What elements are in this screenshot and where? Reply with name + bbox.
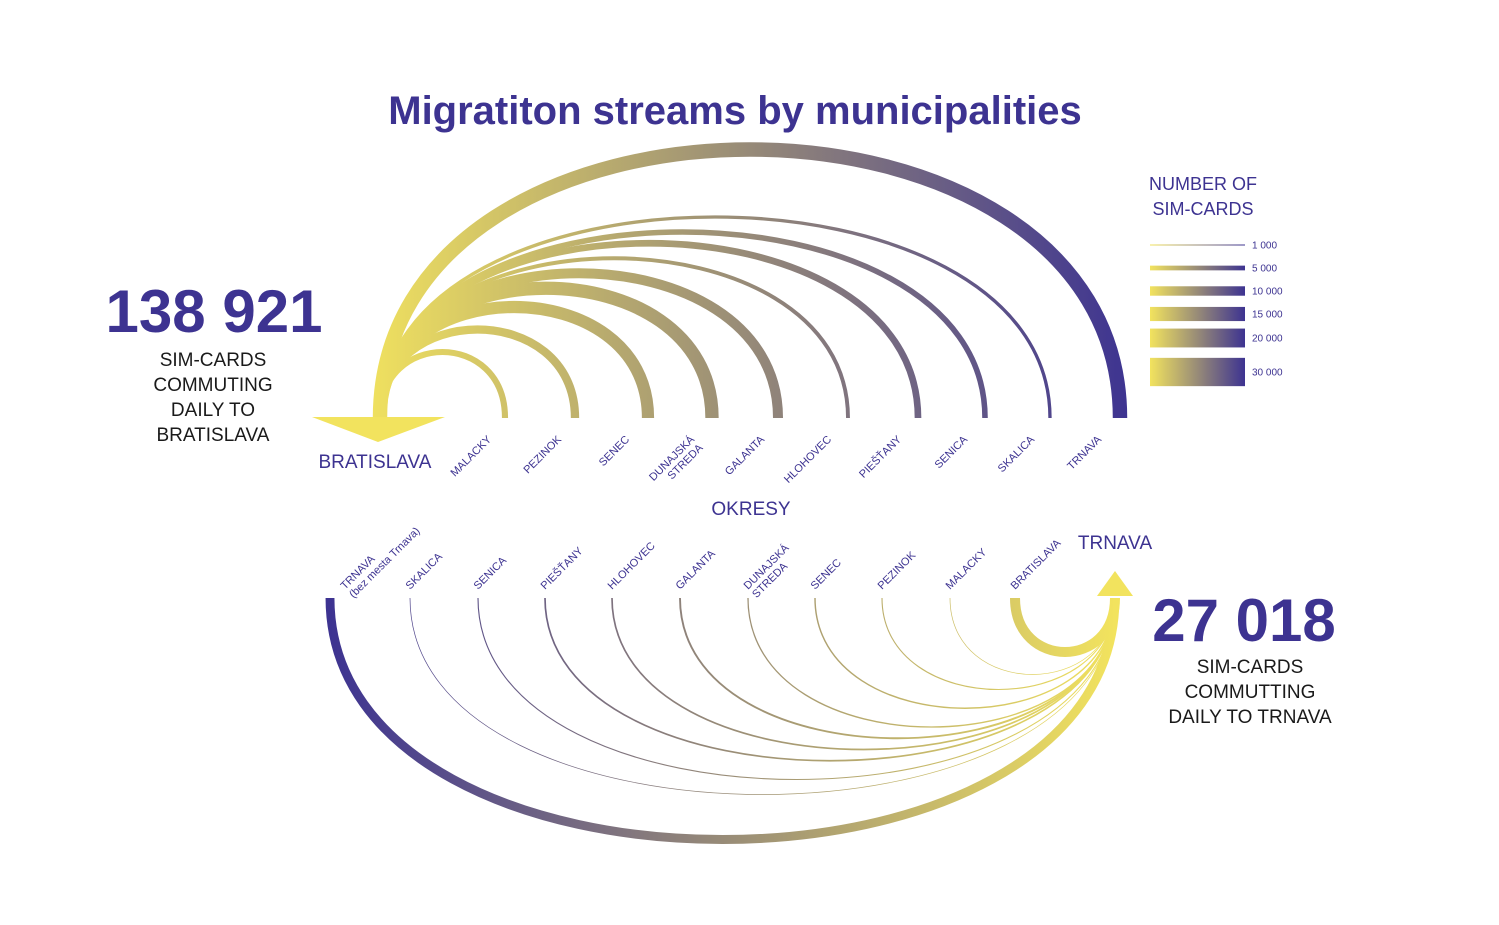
top-district-label: GALANTA	[723, 433, 768, 478]
bottom-district-label: SKALICA	[404, 550, 446, 592]
bottom-flow-10	[1010, 597, 1120, 657]
legend-value: 30 000	[1252, 368, 1283, 379]
top-district-label: SENEC	[597, 434, 632, 469]
legend-swatch	[1150, 244, 1245, 246]
legend-swatch	[1150, 286, 1245, 296]
bottom-flow-7	[814, 597, 1116, 709]
legend-title: SIM-CARDS	[1152, 199, 1253, 219]
top-district-labels: MALACKY PEZINOK SENEC DUNAJSKÁSTREDA GALANTA…	[448, 432, 1104, 492]
legend-value: 15 000	[1252, 310, 1283, 321]
bottom-district-label: PIEŠŤANY	[538, 544, 586, 592]
bottom-district-label: SENICA	[472, 554, 510, 592]
legend-value: 20 000	[1252, 334, 1283, 345]
bratislava-arrow-icon	[312, 417, 445, 442]
bottom-flow-4	[611, 597, 1116, 751]
bratislava-total: 138 921	[106, 278, 323, 345]
bratislava-desc-line: COMMUTING	[153, 375, 272, 396]
legend: NUMBER OF SIM-CARDS 1 000 5 000 10 000 15 000…	[1149, 174, 1283, 387]
trnava-desc-line: COMMUTTING	[1185, 682, 1316, 703]
top-flow-7	[377, 229, 988, 419]
bottom-district-label: HLOHOVEC	[606, 540, 658, 592]
trnava-description: SIM-CARDS COMMUTTING DAILY TO TRNAVA	[1168, 657, 1332, 728]
legend-value: 10 000	[1252, 287, 1283, 298]
legend-swatch	[1150, 265, 1245, 271]
legend-swatch	[1150, 306, 1245, 322]
legend-swatch	[1150, 328, 1245, 348]
bottom-flow-5	[679, 597, 1116, 740]
legend-swatch	[1150, 357, 1245, 387]
top-district-label: SKALICA	[996, 433, 1038, 475]
trnava-hub-label: TRNAVA	[1078, 533, 1153, 554]
bottom-flow-2	[477, 597, 1116, 781]
trnava-desc-line: SIM-CARDS	[1197, 657, 1304, 678]
bottom-district-label: DUNAJSKÁSTREDA	[741, 541, 801, 601]
bratislava-hub-label: BRATISLAVA	[319, 452, 432, 473]
bottom-district-label: BRATISLAVA	[1009, 537, 1064, 592]
bottom-district-label: GALANTA	[674, 547, 719, 592]
trnava-total: 27 018	[1152, 587, 1336, 654]
legend-value: 1 000	[1252, 241, 1277, 252]
top-district-label: TRNAVA	[1065, 433, 1104, 472]
bottom-flow-0	[325, 597, 1120, 844]
okresy-label: OKRESY	[711, 499, 791, 520]
top-district-label: SENICA	[933, 433, 971, 471]
bottom-flow-3	[544, 597, 1116, 762]
trnava-arrow-icon	[1097, 571, 1133, 596]
bottom-district-label: MALACKY	[944, 546, 990, 592]
top-flow-9	[372, 142, 1128, 419]
legend-title: NUMBER OF	[1149, 174, 1257, 194]
bottom-district-label: SENEC	[809, 557, 844, 592]
bottom-flow-6	[747, 597, 1116, 728]
top-flow-8	[378, 215, 1052, 419]
bratislava-description: SIM-CARDS COMMUTING DAILY TO BRATISLAVA	[153, 350, 272, 446]
chart-title: Migratiton streams by municipalities	[388, 89, 1082, 133]
top-district-label: HLOHOVEC	[782, 434, 834, 486]
bratislava-desc-line: DAILY TO	[171, 400, 255, 421]
top-flows	[372, 142, 1128, 419]
bottom-flow-1	[409, 597, 1116, 795]
top-district-label: PIEŠŤANY	[856, 432, 904, 480]
bottom-district-label: PEZINOK	[876, 549, 919, 592]
bottom-flows	[325, 597, 1120, 844]
legend-value: 5 000	[1252, 264, 1277, 275]
top-district-label: MALACKY	[448, 433, 494, 479]
top-district-label: PEZINOK	[521, 433, 564, 476]
top-district-label: DUNAJSKÁSTREDA	[646, 432, 706, 492]
bottom-flow-8	[881, 597, 1116, 691]
trnava-desc-line: DAILY TO TRNAVA	[1168, 707, 1332, 728]
bratislava-desc-line: BRATISLAVA	[157, 425, 270, 446]
bratislava-desc-line: SIM-CARDS	[160, 350, 267, 371]
bottom-district-labels: TRNAVA(bez mesta Trnava)SKALICA SENICA PIE…	[339, 525, 1064, 601]
